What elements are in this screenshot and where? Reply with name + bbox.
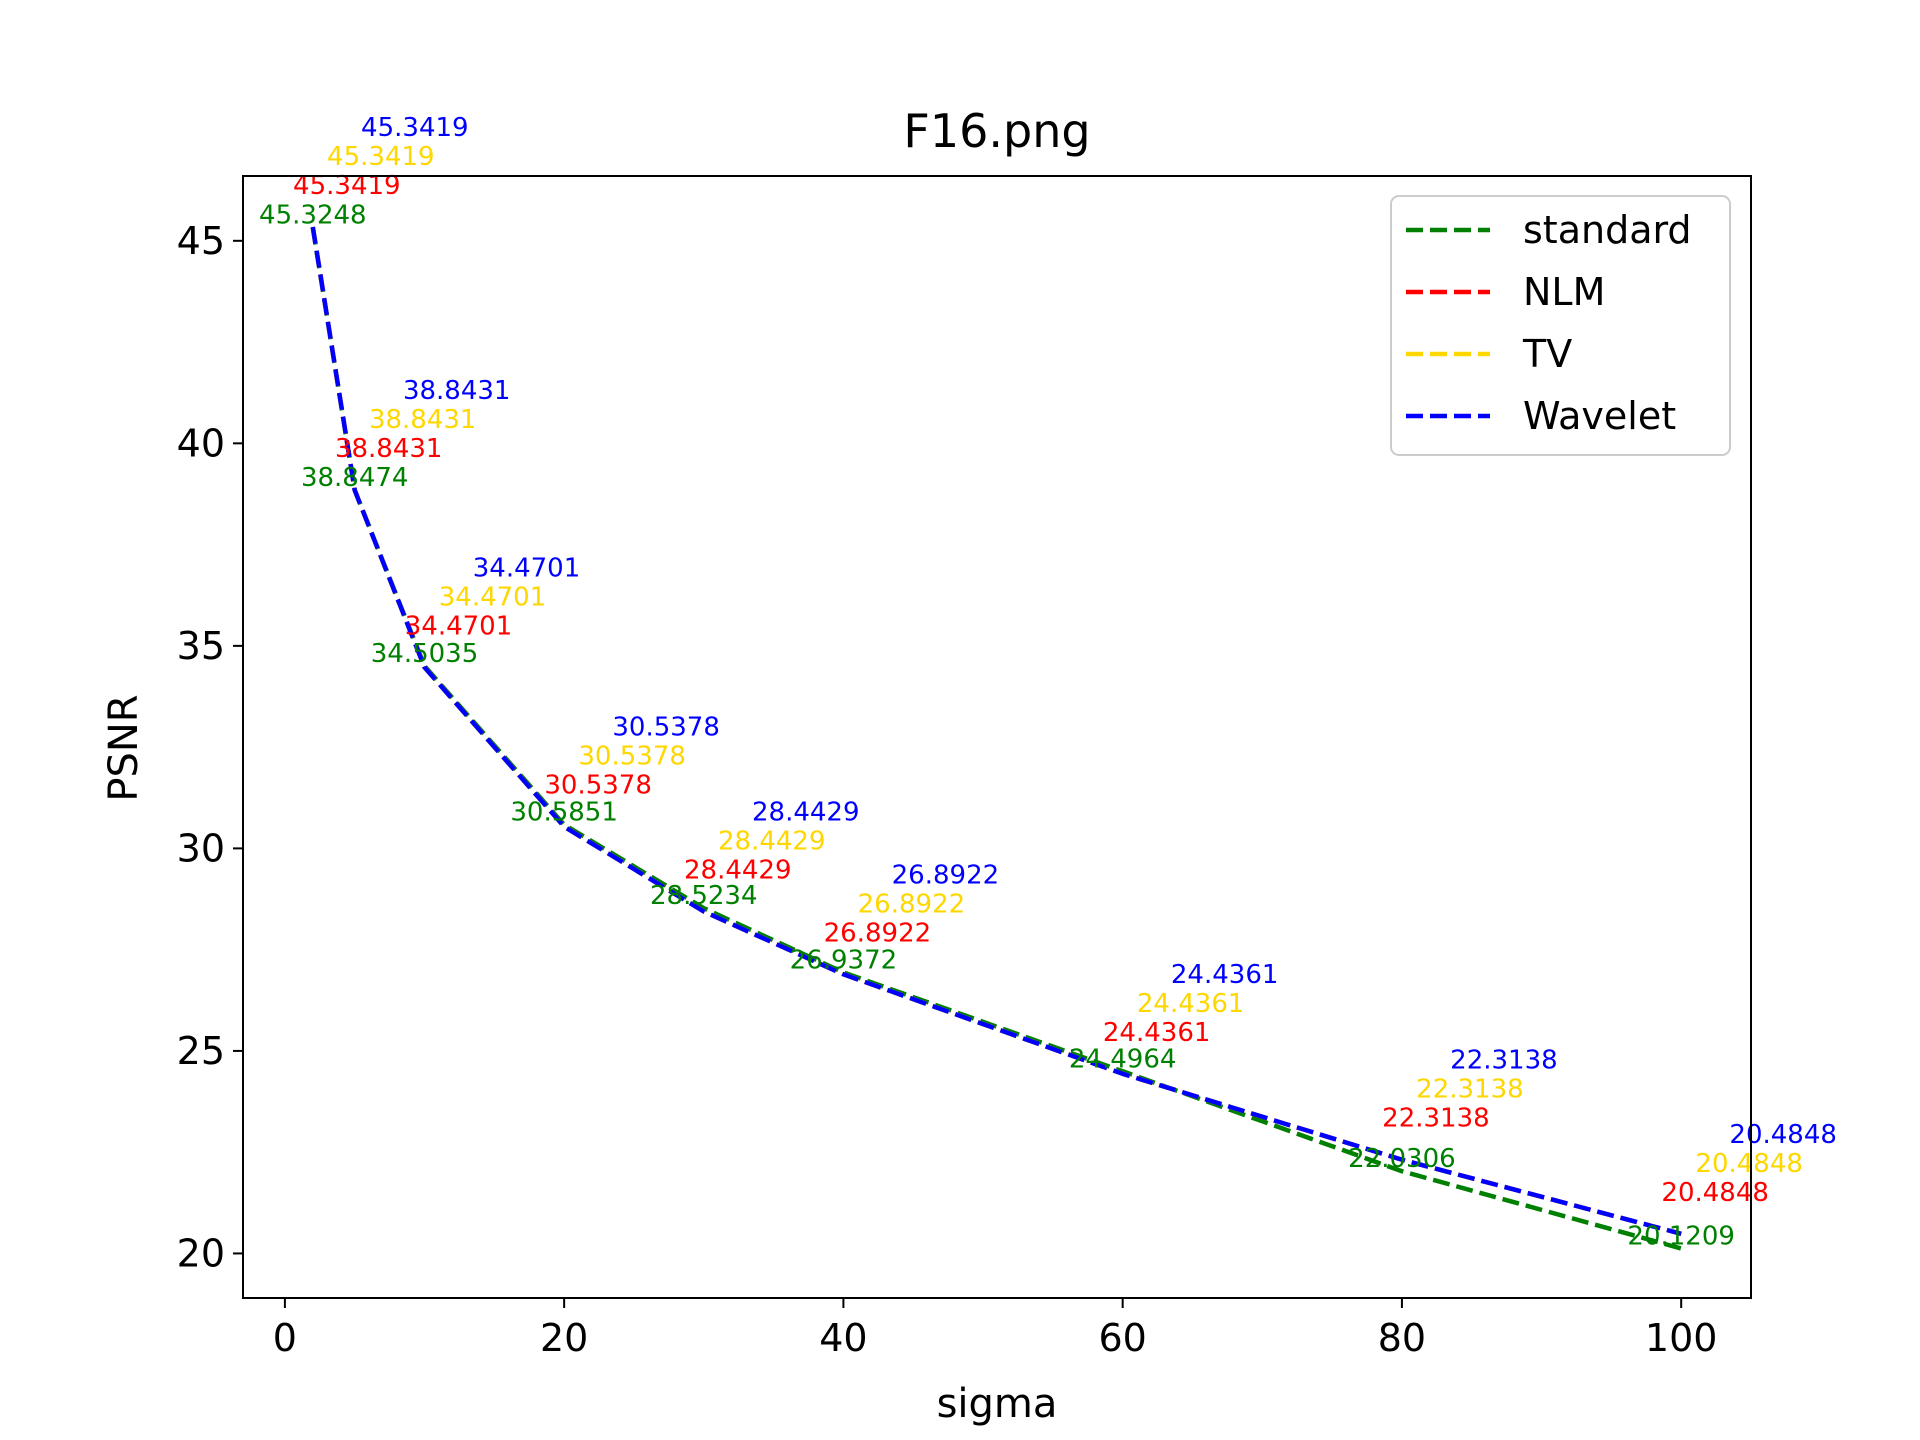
series-line-standard bbox=[310, 227, 1682, 1251]
data-label-wavelet: 30.5378 bbox=[612, 713, 720, 743]
legend-label-nlm: NLM bbox=[1523, 270, 1605, 314]
data-label-tv: 34.4701 bbox=[439, 582, 547, 612]
x-tick-label: 60 bbox=[1098, 1316, 1146, 1360]
data-label-standard: 30.5851 bbox=[510, 798, 618, 828]
data-label-wavelet: 34.4701 bbox=[473, 553, 581, 583]
data-label-standard: 28.5234 bbox=[650, 881, 758, 911]
x-tick-label: 80 bbox=[1378, 1316, 1426, 1360]
data-label-wavelet: 38.8431 bbox=[403, 376, 511, 406]
plot-frame bbox=[242, 175, 1752, 1299]
legend-label-wavelet: Wavelet bbox=[1523, 394, 1676, 438]
data-label-standard: 24.4964 bbox=[1069, 1044, 1177, 1074]
data-label-tv: 24.4361 bbox=[1137, 989, 1245, 1019]
y-tick-label: 45 bbox=[177, 219, 225, 263]
x-tick-label: 0 bbox=[273, 1316, 297, 1360]
y-tick-label: 40 bbox=[177, 421, 225, 465]
legend: standard NLM TV Wavelet bbox=[1390, 195, 1731, 456]
x-tick-label: 100 bbox=[1645, 1316, 1718, 1360]
y-tick-label: 35 bbox=[177, 624, 225, 668]
chart-title: F16.png bbox=[903, 104, 1090, 158]
x-tick-label: 40 bbox=[819, 1316, 867, 1360]
data-labels: 45.3248 38.8474 34.5035 30.5851 28.5234 26.93… bbox=[259, 113, 1837, 1252]
y-tick-label: 25 bbox=[177, 1029, 225, 1073]
data-label-tv: 30.5378 bbox=[578, 742, 686, 772]
data-label-nlm: 38.8431 bbox=[335, 434, 443, 464]
data-label-nlm: 28.4429 bbox=[684, 855, 792, 885]
data-label-wavelet: 26.8922 bbox=[892, 860, 1000, 890]
axis-ticks: 0 20 40 60 80 100 20 25 30 35 40 45 bbox=[177, 219, 1718, 1360]
data-label-tv: 20.4848 bbox=[1695, 1149, 1803, 1179]
data-label-standard: 34.5035 bbox=[371, 639, 479, 669]
legend-label-standard: standard bbox=[1523, 208, 1692, 252]
data-label-nlm: 22.3138 bbox=[1382, 1104, 1490, 1134]
y-tick-label: 20 bbox=[177, 1231, 225, 1275]
data-label-tv: 28.4429 bbox=[718, 826, 826, 856]
data-label-standard: 26.9372 bbox=[790, 945, 898, 975]
data-label-standard: 22.0306 bbox=[1348, 1144, 1456, 1174]
data-label-wavelet: 22.3138 bbox=[1450, 1046, 1558, 1076]
data-label-nlm: 26.8922 bbox=[824, 918, 932, 948]
data-label-wavelet: 24.4361 bbox=[1171, 960, 1279, 990]
data-label-standard: 20.1209 bbox=[1627, 1222, 1735, 1252]
data-label-nlm: 30.5378 bbox=[544, 771, 652, 801]
data-label-tv: 22.3138 bbox=[1416, 1075, 1524, 1105]
data-label-nlm: 20.4848 bbox=[1661, 1178, 1769, 1208]
series-line-wavelet bbox=[310, 226, 1682, 1236]
data-label-standard: 38.8474 bbox=[301, 463, 409, 493]
data-label-tv: 45.3419 bbox=[327, 142, 435, 172]
x-tick-label: 20 bbox=[540, 1316, 588, 1360]
legend-box bbox=[1390, 195, 1731, 456]
data-label-wavelet: 20.4848 bbox=[1729, 1120, 1837, 1150]
data-label-standard: 45.3248 bbox=[259, 201, 367, 231]
series-lines bbox=[310, 226, 1682, 1251]
x-axis-label: sigma bbox=[937, 1381, 1058, 1427]
y-tick-label: 30 bbox=[177, 826, 225, 870]
data-label-tv: 26.8922 bbox=[858, 889, 966, 919]
data-label-tv: 38.8431 bbox=[369, 405, 477, 435]
legend-label-tv: TV bbox=[1522, 332, 1572, 376]
data-label-wavelet: 45.3419 bbox=[361, 113, 469, 143]
data-label-nlm: 24.4361 bbox=[1103, 1018, 1211, 1048]
data-label-wavelet: 28.4429 bbox=[752, 797, 860, 827]
y-axis-label: PSNR bbox=[101, 694, 147, 801]
data-label-nlm: 34.4701 bbox=[405, 611, 513, 641]
